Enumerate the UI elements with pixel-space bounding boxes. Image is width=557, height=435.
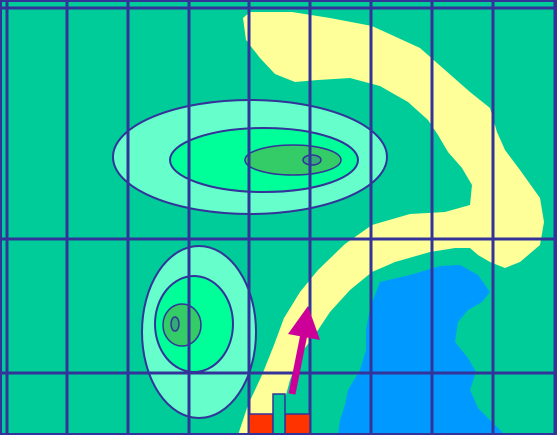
lake bbox=[338, 265, 505, 435]
hill-north-peak bbox=[302, 154, 322, 166]
hill-west bbox=[141, 245, 257, 419]
unit-base-right[interactable] bbox=[284, 413, 311, 435]
hill-west-peak bbox=[170, 316, 180, 332]
hill-north-ring-inner bbox=[244, 144, 342, 176]
unit-base-left[interactable] bbox=[248, 413, 274, 435]
direction-arrow-icon bbox=[288, 306, 320, 395]
direction-arrow-head bbox=[288, 306, 320, 340]
direction-arrow-shaft bbox=[288, 333, 308, 395]
hill-west-ring-inner bbox=[162, 303, 202, 347]
unit-marker-icon[interactable] bbox=[248, 393, 311, 435]
unit-mast[interactable] bbox=[272, 393, 286, 435]
